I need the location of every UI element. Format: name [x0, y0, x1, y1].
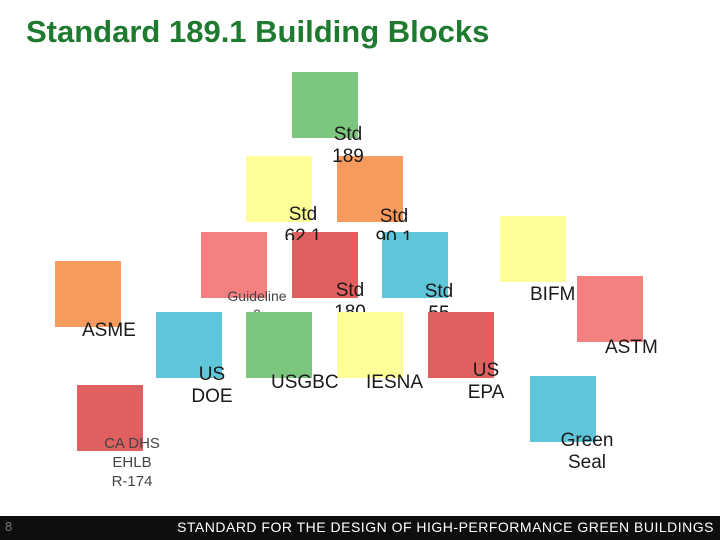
orange-block: [55, 261, 121, 327]
label-bifm: BIFM: [530, 284, 576, 305]
label-std-55: Std 55: [424, 281, 454, 312]
label-green-seal: Green Seal: [560, 430, 614, 473]
pink-block: [577, 276, 643, 342]
footer-text: STANDARD FOR THE DESIGN OF HIGH-PERFORMA…: [177, 519, 714, 535]
footer-bar: 8 STANDARD FOR THE DESIGN OF HIGH-PERFOR…: [0, 516, 720, 540]
page-number: 8: [5, 519, 13, 534]
yellow-block: [500, 216, 566, 282]
yellow-block: [246, 156, 312, 222]
red-block: [428, 312, 494, 378]
label-us-epa: US EPA: [467, 360, 505, 403]
yellow-block: [337, 312, 403, 378]
red-block: [292, 232, 358, 298]
cyan-block: [156, 312, 222, 378]
page-title: Standard 189.1 Building Blocks: [26, 14, 490, 49]
orange-block: [337, 156, 403, 222]
label-std-189: Std 189: [332, 124, 364, 167]
label-std-180: Std 180: [334, 280, 366, 312]
label-iesna: IESNA: [366, 372, 424, 393]
label-us-doe: US DOE: [191, 364, 233, 407]
cyan-block: [382, 232, 448, 298]
label-std-90-1: Std 90.1: [375, 206, 413, 240]
cyan-block: [530, 376, 596, 442]
label-ca-dhs: CA DHS EHLB R-174: [104, 435, 160, 490]
green-block: [292, 72, 358, 138]
label-astm: ASTM: [605, 337, 658, 358]
red-block: [77, 385, 143, 451]
green-block: [246, 312, 312, 378]
label-std-62-1: Std 62.1: [284, 204, 322, 240]
pink-block: [201, 232, 267, 298]
label-asme: ASME: [82, 320, 136, 341]
label-guideline-0: Guideline 0: [227, 288, 287, 312]
label-usgbc: USGBC: [271, 372, 339, 393]
